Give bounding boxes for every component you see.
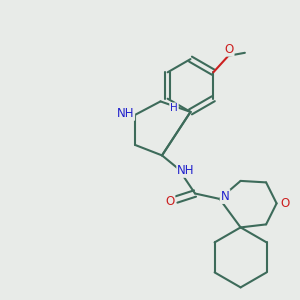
Text: H: H xyxy=(170,103,178,113)
Text: O: O xyxy=(224,43,234,56)
Text: O: O xyxy=(280,197,290,210)
Text: NH: NH xyxy=(177,164,195,177)
Text: NH: NH xyxy=(117,107,134,120)
Text: N: N xyxy=(220,190,230,203)
Text: O: O xyxy=(165,195,174,208)
